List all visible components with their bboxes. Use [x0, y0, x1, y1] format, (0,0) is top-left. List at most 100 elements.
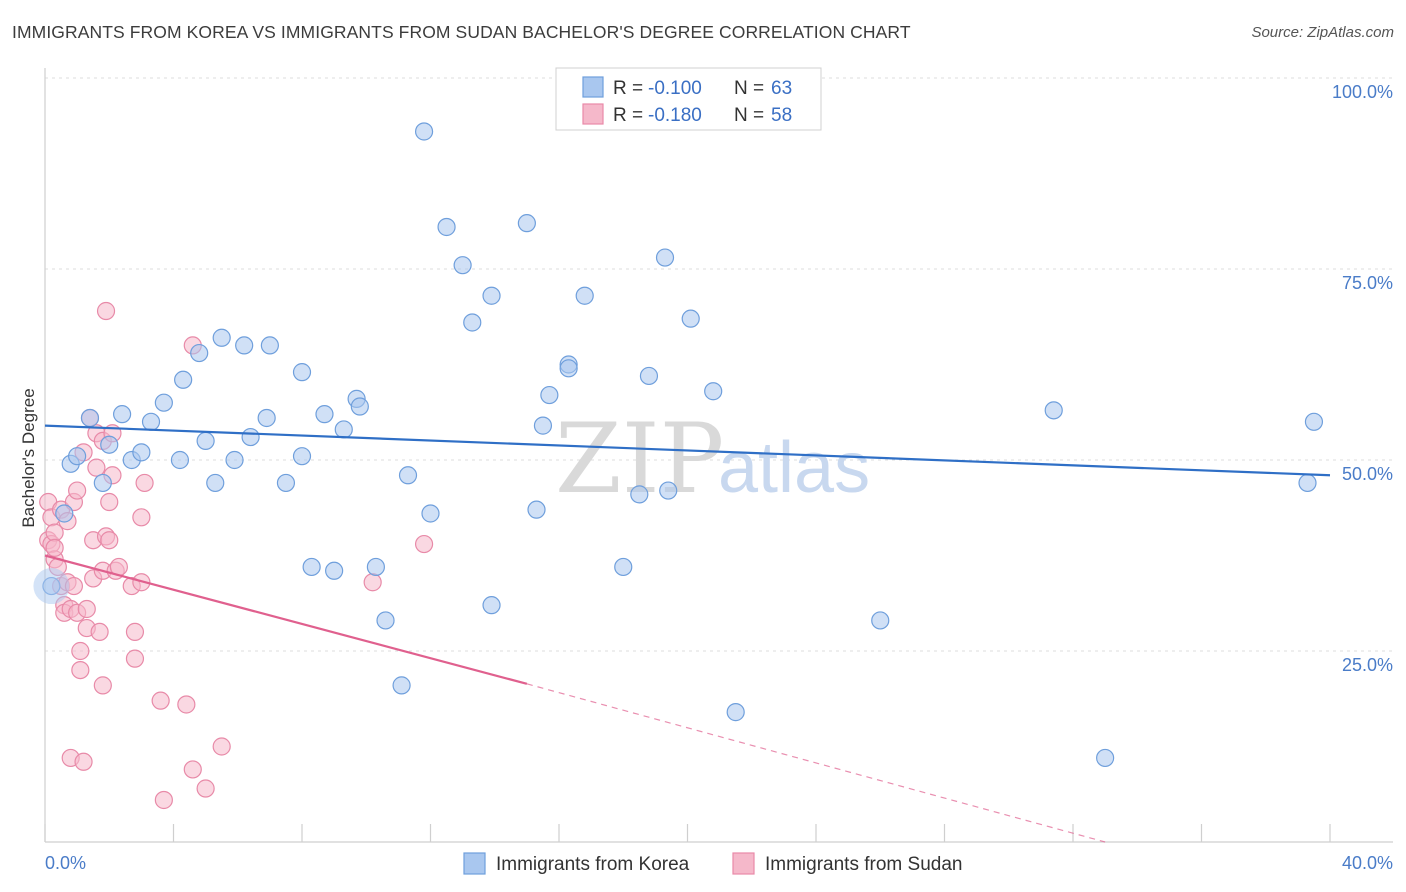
korea-point	[414, 122, 434, 141]
x-tick-label: 0.0%	[45, 853, 86, 873]
sudan-point	[363, 573, 382, 592]
korea-point	[292, 363, 312, 382]
korea-point	[726, 703, 745, 722]
korea-point	[575, 286, 594, 305]
korea-point	[463, 313, 482, 332]
y-tick-label: 100.0%	[1332, 82, 1393, 102]
sudan-point	[151, 691, 170, 710]
legend-korea-r-label: R =	[613, 78, 643, 99]
trend-line-sudan	[44, 554, 528, 685]
korea-point	[112, 405, 132, 424]
korea-point	[154, 393, 173, 412]
korea-point	[196, 431, 215, 450]
korea-point	[212, 328, 231, 347]
korea-point	[80, 408, 100, 428]
korea-point	[366, 557, 385, 577]
korea-point	[681, 309, 700, 328]
korea-point	[100, 435, 119, 454]
sudan-point	[90, 622, 109, 642]
korea-point	[206, 473, 225, 493]
legend-swatch-korea	[582, 76, 604, 98]
bottom-legend-swatch-sudan	[732, 852, 755, 875]
korea-point	[350, 397, 369, 416]
y-tick-label: 25.0%	[1342, 655, 1393, 675]
sudan-point	[93, 676, 112, 695]
y-tick-labels: 100.0% 75.0% 50.0% 25.0%	[1332, 82, 1393, 675]
legend-sudan-r-label: R =	[613, 105, 643, 126]
korea-point	[132, 443, 151, 462]
korea-point	[55, 504, 74, 523]
sudan-point	[100, 492, 119, 512]
y-tick-label: 75.0%	[1342, 273, 1393, 293]
korea-point	[517, 214, 536, 233]
korea-point	[453, 256, 472, 275]
legend-sudan-n-value: 58	[771, 105, 792, 126]
watermark-atlas: atlas	[718, 428, 870, 508]
korea-point	[392, 676, 411, 695]
korea-point	[260, 336, 279, 355]
legend-swatch-sudan	[582, 103, 604, 125]
korea-point	[1298, 473, 1317, 493]
sudan-point	[87, 458, 106, 477]
korea-point	[482, 286, 501, 305]
legend-korea-n-label: N =	[734, 78, 764, 99]
trend-lines	[44, 424, 1331, 843]
korea-point	[659, 481, 678, 500]
bottom-legend: Immigrants from Korea Immigrants from Su…	[463, 852, 962, 875]
sudan-point	[45, 538, 64, 557]
korea-point	[421, 504, 440, 523]
korea-point	[334, 420, 353, 439]
korea-point	[639, 366, 659, 386]
korea-point	[398, 466, 418, 485]
korea-point	[540, 385, 559, 405]
korea-point	[1044, 401, 1063, 420]
sudan-point	[68, 481, 87, 500]
legend-sudan-n-label: N =	[734, 105, 764, 126]
korea-point	[276, 473, 296, 493]
korea-point	[325, 561, 344, 580]
sudan-point	[71, 641, 90, 661]
korea-point	[302, 557, 321, 577]
sudan-point	[212, 737, 231, 756]
korea-point	[190, 343, 209, 363]
korea-point	[141, 412, 161, 431]
bottom-legend-sudan: Immigrants from Sudan	[765, 854, 962, 875]
bottom-legend-korea: Immigrants from Korea	[496, 854, 690, 875]
chart-title: IMMIGRANTS FROM KOREA VS IMMIGRANTS FROM…	[12, 22, 911, 42]
korea-point	[533, 416, 553, 435]
axes	[44, 68, 1393, 843]
korea-point	[655, 248, 675, 267]
sudan-point	[96, 301, 116, 321]
korea-point	[871, 611, 890, 630]
source-label: Source: ZipAtlas.com	[1251, 24, 1394, 41]
grid-lines	[45, 77, 1393, 652]
series-korea-points	[33, 122, 1324, 768]
korea-point	[225, 450, 244, 470]
korea-point	[292, 447, 312, 466]
sudan-point	[177, 695, 196, 714]
korea-point	[1096, 748, 1115, 768]
korea-point	[1304, 412, 1324, 431]
korea-point	[315, 405, 334, 424]
sudan-point	[71, 660, 90, 680]
korea-point	[235, 336, 254, 355]
korea-point	[174, 370, 193, 389]
legend: R = -0.100 N = 63 R = -0.180 N = 58	[555, 67, 822, 131]
x-tick-labels: 0.0% 40.0%	[45, 853, 1393, 873]
korea-point	[630, 485, 649, 504]
sudan-point	[183, 760, 202, 779]
y-tick-label: 50.0%	[1342, 464, 1393, 484]
sudan-point	[77, 599, 96, 619]
trend-line-korea	[44, 424, 1331, 477]
korea-point	[241, 427, 260, 447]
sudan-point	[132, 508, 151, 527]
korea-point	[170, 450, 190, 470]
korea-point	[257, 408, 276, 428]
korea-point	[68, 447, 87, 466]
sudan-point	[125, 649, 145, 668]
sudan-point	[135, 473, 154, 493]
sudan-point	[100, 531, 119, 550]
sudan-point	[74, 752, 93, 771]
legend-sudan-r-value: -0.180	[648, 105, 702, 126]
